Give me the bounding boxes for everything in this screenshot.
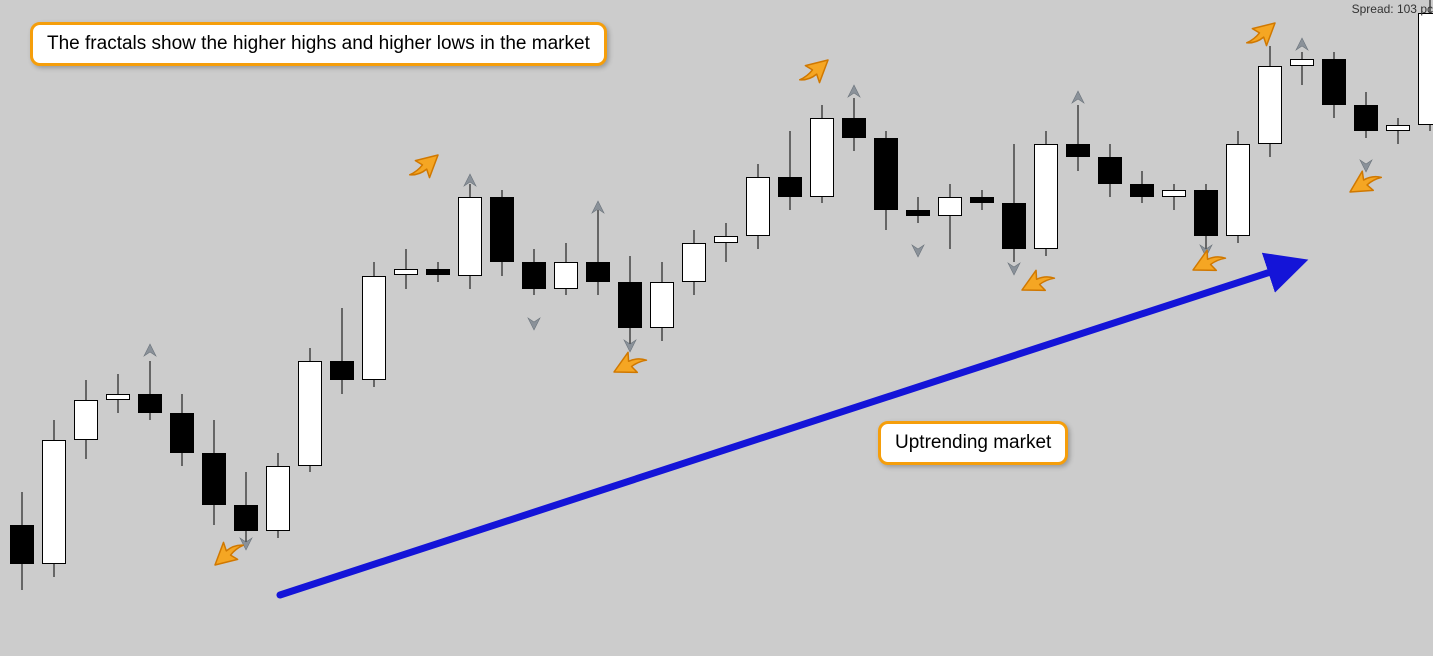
candle (842, 98, 866, 150)
fractal-up-icon (848, 85, 860, 97)
candle (1322, 52, 1346, 118)
candle (1386, 118, 1410, 144)
candle (810, 105, 834, 203)
candle (778, 131, 802, 210)
candle (746, 164, 770, 249)
candlestick-chart: Spread: 103 pc The fractals show the hig… (0, 0, 1433, 656)
candle (1226, 131, 1250, 243)
candle (874, 131, 898, 229)
candle (714, 223, 738, 262)
fractal-down-icon (912, 245, 924, 257)
candle (1354, 92, 1378, 138)
candle (938, 184, 962, 250)
candle (42, 420, 66, 577)
candle (266, 453, 290, 538)
candle (362, 262, 386, 387)
candle (650, 262, 674, 341)
annotation-arrow-icon (1188, 244, 1228, 280)
annotation-arrow-icon (609, 346, 649, 382)
candle (298, 348, 322, 473)
annotation-arrow-icon (405, 147, 445, 187)
fractal-down-icon (1008, 263, 1020, 275)
candle (618, 256, 642, 348)
candle (554, 243, 578, 295)
candle (394, 249, 418, 288)
candle (170, 394, 194, 466)
candle (906, 197, 930, 223)
overlay-svg (0, 0, 1433, 656)
trend-line (280, 264, 1295, 595)
fractal-down-icon (1360, 160, 1372, 172)
candle (458, 184, 482, 289)
fractals-description-label: The fractals show the higher highs and h… (30, 22, 607, 66)
candle (74, 380, 98, 459)
candle (1130, 171, 1154, 204)
candle (1002, 144, 1026, 262)
candle (522, 249, 546, 295)
candle (1066, 105, 1090, 171)
candle (490, 190, 514, 275)
candle (426, 262, 450, 282)
candle (234, 472, 258, 544)
candle (970, 190, 994, 210)
fractal-up-icon (144, 344, 156, 356)
candle (586, 210, 610, 295)
candle (1258, 46, 1282, 158)
candle (1034, 131, 1058, 256)
uptrend-label: Uptrending market (878, 421, 1068, 465)
candle (682, 230, 706, 296)
annotation-arrow-icon (795, 52, 835, 92)
candle (138, 361, 162, 420)
candle (330, 308, 354, 393)
candle (106, 374, 130, 413)
candle (202, 420, 226, 525)
candle (1098, 144, 1122, 196)
candle (1162, 184, 1186, 210)
candle (1194, 184, 1218, 250)
candle (1418, 0, 1433, 131)
spread-text: Spread: 103 pc (1352, 2, 1433, 16)
candle (10, 492, 34, 590)
annotation-arrow-icon (1344, 164, 1384, 202)
annotation-arrow-icon (1017, 264, 1057, 300)
candle (1290, 52, 1314, 85)
fractal-down-icon (528, 318, 540, 330)
fractal-up-icon (1296, 38, 1308, 50)
fractal-up-icon (1072, 91, 1084, 103)
